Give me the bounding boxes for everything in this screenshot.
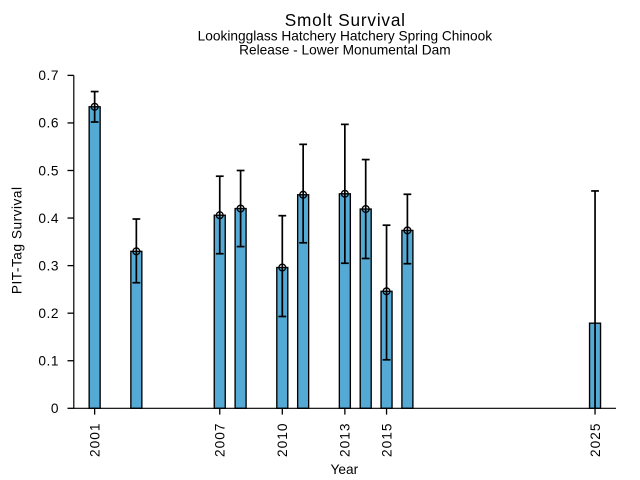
svg-text:Lookingglass Hatchery Hatchery: Lookingglass Hatchery Hatchery Spring Ch… <box>198 29 493 44</box>
svg-text:2013: 2013 <box>338 423 353 457</box>
svg-text:0.7: 0.7 <box>38 68 59 83</box>
svg-text:0.5: 0.5 <box>38 163 59 178</box>
svg-text:0.1: 0.1 <box>38 354 59 369</box>
svg-text:Smolt Survival: Smolt Survival <box>285 10 406 30</box>
svg-text:0.4: 0.4 <box>38 211 59 226</box>
svg-text:2025: 2025 <box>588 423 603 457</box>
svg-text:2015: 2015 <box>379 423 394 457</box>
svg-text:0.6: 0.6 <box>38 116 59 131</box>
svg-text:0.3: 0.3 <box>38 258 59 273</box>
svg-text:2010: 2010 <box>275 423 290 457</box>
svg-text:Release - Lower Monumental Dam: Release - Lower Monumental Dam <box>239 43 451 58</box>
svg-text:Year: Year <box>330 462 358 477</box>
svg-text:0.2: 0.2 <box>38 306 59 321</box>
svg-text:0: 0 <box>51 401 59 416</box>
svg-text:2001: 2001 <box>87 423 102 457</box>
svg-text:2007: 2007 <box>213 423 228 457</box>
svg-text:PIT-Tag Survival: PIT-Tag Survival <box>9 186 24 294</box>
